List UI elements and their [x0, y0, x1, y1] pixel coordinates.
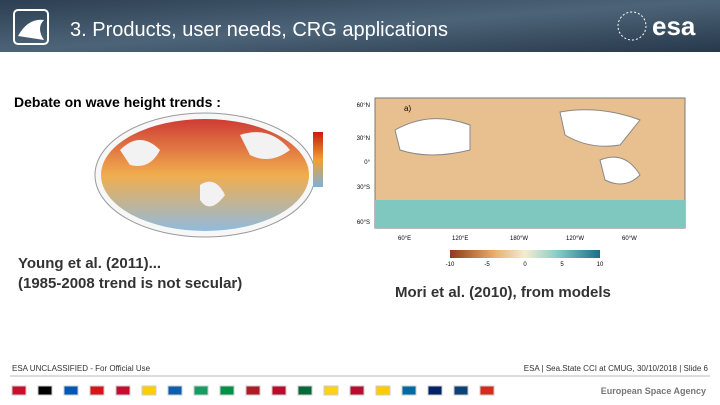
left-figure: [94, 112, 323, 238]
flag: [141, 385, 157, 396]
right-figure: [374, 97, 686, 258]
flag: [167, 385, 183, 396]
flag: [453, 385, 469, 396]
flag: [375, 385, 391, 396]
flag: [115, 385, 131, 396]
footer-agency: European Space Agency: [600, 386, 706, 396]
flag: [245, 385, 261, 396]
flag: [349, 385, 365, 396]
esa-logo: esa: [652, 11, 696, 41]
flag: [479, 385, 495, 396]
flag: [219, 385, 235, 396]
footer-classification: ESA UNCLASSIFIED - For Official Use: [12, 364, 151, 373]
flag: [193, 385, 209, 396]
lat-label: 60°N: [357, 103, 370, 109]
lon-label: 60°E: [398, 236, 411, 242]
footer-info: ESA | Sea.State CCI at CMUG, 30/10/2018 …: [523, 364, 708, 373]
flag-row: [11, 385, 495, 396]
flag: [89, 385, 105, 396]
flag: [37, 385, 53, 396]
colorbar-label: 0: [523, 262, 527, 268]
body-heading: Debate on wave height trends :: [14, 94, 221, 110]
lat-label: 30°N: [357, 136, 370, 142]
flag: [63, 385, 79, 396]
header-title: 3. Products, user needs, CRG application…: [70, 19, 448, 41]
right-caption: Mori et al. (2010), from models: [395, 284, 611, 301]
panel-label: a): [404, 104, 411, 113]
flag: [323, 385, 339, 396]
colorbar-label: 5: [560, 262, 564, 268]
lon-label: 60°W: [622, 236, 637, 242]
left-caption: (1985-2008 trend is not secular): [18, 275, 243, 292]
colorbar-label: -10: [446, 262, 455, 268]
header-icon: [13, 9, 49, 45]
colorbar-label: 10: [597, 262, 604, 268]
flag: [297, 385, 313, 396]
lon-label: 180°W: [510, 236, 528, 242]
flag: [401, 385, 417, 396]
lon-label: 120°E: [452, 236, 468, 242]
left-caption: Young et al. (2011)...: [18, 255, 162, 272]
header-band: [0, 0, 720, 52]
lon-label: 120°W: [566, 236, 584, 242]
flag: [271, 385, 287, 396]
flag: [427, 385, 443, 396]
flag: [11, 385, 27, 396]
lat-label: 30°S: [357, 185, 370, 191]
colorbar-label: -5: [484, 262, 490, 268]
lat-label: 60°S: [357, 220, 370, 226]
header-icon-shape: [18, 19, 44, 40]
esa-logo-globe: [617, 11, 647, 41]
lat-label: 0°: [364, 160, 370, 166]
